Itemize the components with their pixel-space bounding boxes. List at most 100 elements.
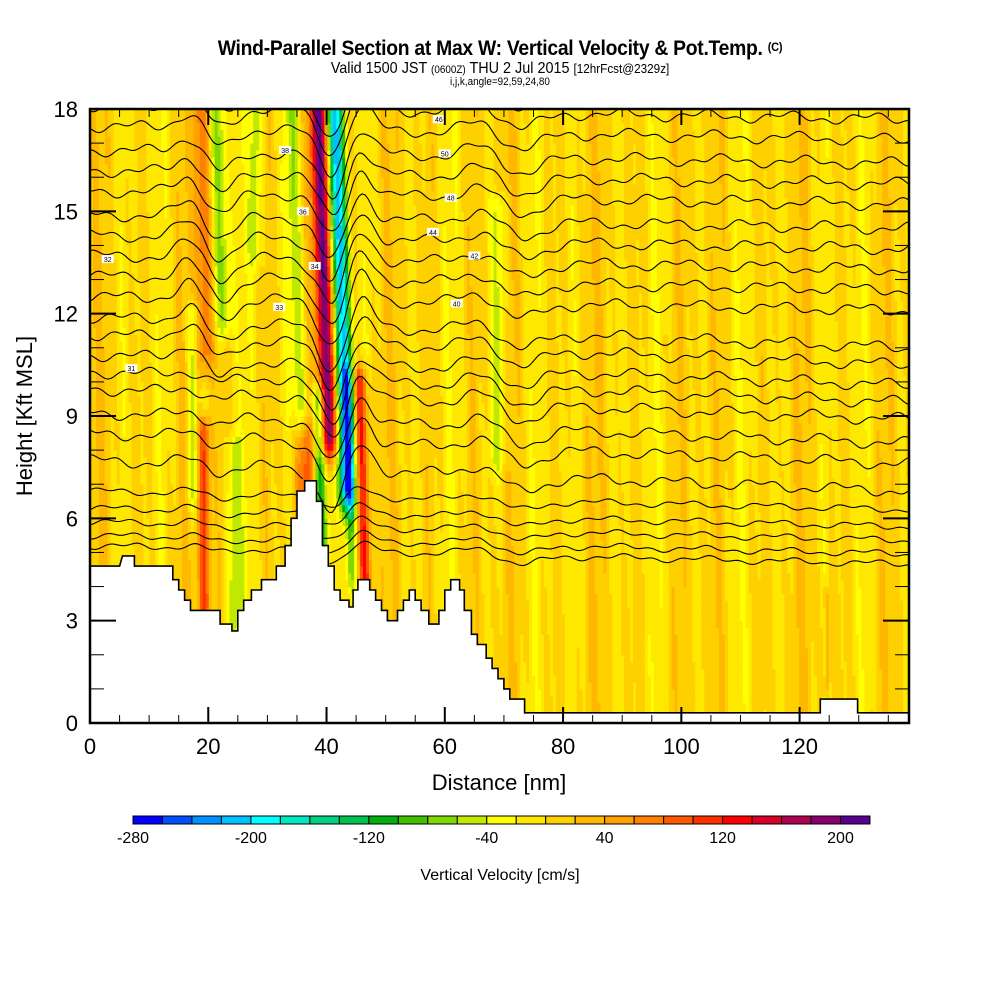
- field-cell: [214, 429, 231, 438]
- field-cell: [725, 675, 729, 683]
- field-cell: [665, 538, 685, 547]
- field-cell: [748, 579, 774, 588]
- field-cell: [799, 675, 809, 683]
- field-cell: [837, 559, 842, 567]
- field-cell: [152, 429, 156, 438]
- field-cell: [561, 518, 584, 526]
- field-cell: [822, 545, 827, 554]
- field-cell: [751, 688, 777, 697]
- field-cell: [722, 511, 726, 519]
- field-cell: [630, 463, 643, 472]
- field-cell: [131, 511, 145, 519]
- field-cell: [389, 484, 397, 492]
- field-cell: [828, 545, 839, 554]
- field-cell: [894, 491, 901, 499]
- field-cell: [757, 477, 771, 485]
- field-cell: [472, 497, 480, 506]
- field-cell: [819, 620, 827, 629]
- field-cell: [395, 463, 403, 472]
- field-cell: [644, 675, 652, 683]
- field-cell: [259, 484, 263, 492]
- field-cell: [733, 477, 738, 485]
- field-cell: [431, 607, 435, 615]
- field-cell: [449, 552, 456, 560]
- field-cell: [472, 491, 477, 499]
- field-cell: [208, 559, 213, 567]
- field-cell: [781, 497, 785, 506]
- field-cell: [90, 504, 100, 513]
- field-cell: [778, 436, 782, 444]
- field-cell: [552, 634, 566, 642]
- field-cell: [487, 531, 498, 540]
- field-cell: [733, 456, 738, 465]
- field-cell: [692, 634, 702, 642]
- field-cell: [324, 429, 328, 438]
- field-cell: [199, 484, 204, 492]
- field-cell: [247, 545, 260, 554]
- field-cell: [805, 627, 824, 635]
- field-cell: [199, 586, 204, 594]
- field-cell: [457, 531, 474, 540]
- field-cell: [410, 538, 415, 547]
- field-cell: [167, 552, 183, 560]
- field-cell: [499, 463, 504, 472]
- field-cell: [196, 456, 201, 465]
- field-cell: [259, 518, 266, 526]
- field-cell: [686, 579, 693, 588]
- field-cell: [520, 654, 524, 663]
- field-cell: [143, 511, 147, 519]
- field-cell: [576, 647, 581, 656]
- field-cell: [885, 531, 901, 540]
- field-cell: [475, 613, 480, 622]
- field-cell: [499, 470, 504, 478]
- field-cell: [484, 641, 495, 649]
- field-cell: [790, 586, 794, 594]
- field-cell: [653, 688, 670, 697]
- field-cell: [259, 470, 263, 478]
- field-cell: [131, 477, 142, 485]
- field-cell: [725, 695, 729, 704]
- field-cell: [202, 531, 207, 540]
- field-cell: [449, 566, 456, 574]
- field-cell: [104, 477, 112, 485]
- field-cell: [834, 477, 842, 485]
- field-cell: [211, 566, 219, 574]
- field-cell: [440, 504, 444, 513]
- field-cell: [665, 463, 682, 472]
- field-cell: [858, 647, 863, 656]
- field-cell: [357, 518, 361, 526]
- field-cell: [822, 566, 827, 574]
- field-cell: [814, 668, 824, 676]
- field-cell: [662, 450, 667, 458]
- field-cell: [549, 634, 554, 642]
- field-cell: [656, 525, 664, 533]
- field-cell: [662, 463, 667, 472]
- field-cell: [202, 600, 207, 608]
- field-cell: [434, 456, 438, 465]
- field-cell: [742, 456, 750, 465]
- field-cell: [861, 627, 877, 635]
- field-cell: [493, 641, 510, 649]
- field-cell: [324, 484, 328, 492]
- field-cell: [757, 497, 771, 506]
- field-cell: [425, 525, 429, 533]
- field-cell: [529, 600, 533, 608]
- field-cell: [730, 497, 735, 506]
- field-cell: [668, 647, 673, 656]
- field-cell: [585, 702, 593, 710]
- field-cell: [318, 429, 323, 438]
- field-cell: [855, 572, 860, 581]
- field-cell: [357, 559, 361, 567]
- field-cell: [621, 436, 631, 444]
- field-cell: [552, 647, 566, 656]
- field-cell: [873, 491, 877, 499]
- field-cell: [745, 484, 750, 492]
- field-cell: [612, 647, 622, 656]
- field-cell: [781, 477, 785, 485]
- field-cell: [828, 531, 836, 540]
- field-cell: [211, 525, 225, 533]
- field-cell: [621, 531, 625, 540]
- field-cell: [544, 634, 551, 642]
- field-cell: [193, 484, 198, 492]
- field-cell: [291, 504, 296, 513]
